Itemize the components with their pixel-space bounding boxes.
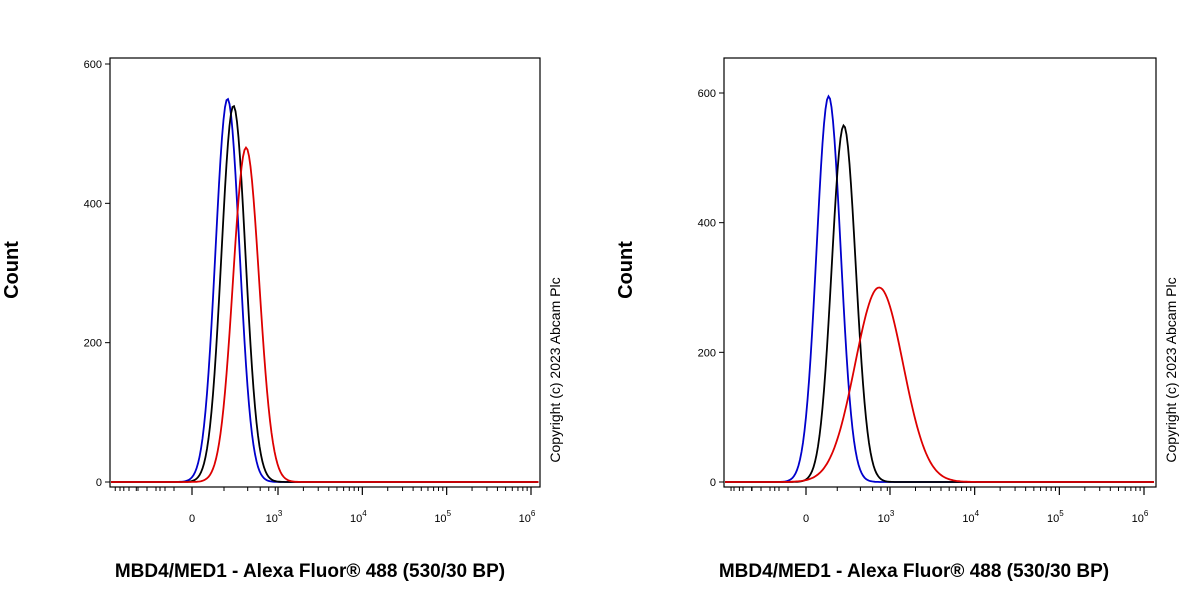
x-tick-label: 0 (803, 513, 809, 525)
histogram-series-2 (725, 123, 1154, 483)
plot-frame (723, 57, 1157, 488)
y-axis-label: Count (1, 241, 23, 299)
x-axis-minor-ticks (730, 487, 1141, 491)
histogram-panel-1: Count 0 200 400 600 0 103 104 105 106 Copyright… (1, 57, 563, 582)
histogram-series-1 (725, 94, 1154, 483)
x-tick-label: 106 (1132, 509, 1149, 525)
y-tick-label: 400 (698, 218, 716, 230)
x-tick-label: 103 (878, 509, 895, 525)
y-tick-label: 0 (710, 477, 716, 489)
x-tick-label: 104 (350, 509, 367, 525)
x-tick-label: 103 (266, 509, 283, 525)
y-tick-label: 600 (84, 59, 102, 71)
histogram-series-2 (111, 104, 539, 483)
y-axis-label: Count (615, 241, 637, 299)
x-tick-label: 106 (519, 509, 536, 525)
histogram-series-3 (725, 286, 1154, 483)
x-tick-label: 105 (434, 509, 451, 525)
x-tick-label: 105 (1047, 509, 1064, 525)
histogram-panel-2: Count 0 200 400 600 0 103 104 105 106 Copyright… (615, 57, 1179, 582)
x-axis-minor-ticks (114, 487, 528, 491)
y-tick-label: 600 (698, 88, 716, 100)
histogram-series-1 (111, 97, 539, 483)
histogram-curves (725, 94, 1154, 483)
y-tick-label: 400 (84, 198, 102, 210)
x-tick-label: 104 (962, 509, 979, 525)
y-tick-label: 0 (96, 477, 102, 489)
y-axis-ticks: 0 200 400 600 (84, 59, 110, 489)
histogram-series-3 (111, 146, 539, 483)
x-axis-ticks: 0 103 104 105 106 (803, 487, 1149, 525)
copyright-note: Copyright (c) 2023 Abcam Plc (547, 277, 563, 462)
x-tick-label: 0 (189, 513, 195, 525)
x-axis-label: MBD4/MED1 - Alexa Fluor® 488 (530/30 BP) (719, 561, 1109, 582)
y-tick-label: 200 (84, 338, 102, 350)
y-axis-ticks: 0 200 400 600 (698, 88, 724, 489)
x-axis-label: MBD4/MED1 - Alexa Fluor® 488 (530/30 BP) (115, 561, 505, 582)
copyright-note: Copyright (c) 2023 Abcam Plc (1163, 277, 1179, 462)
x-axis-ticks: 0 103 104 105 106 (189, 487, 536, 525)
y-tick-label: 200 (698, 347, 716, 359)
histogram-curves (111, 97, 539, 483)
plot-frame (109, 57, 541, 488)
